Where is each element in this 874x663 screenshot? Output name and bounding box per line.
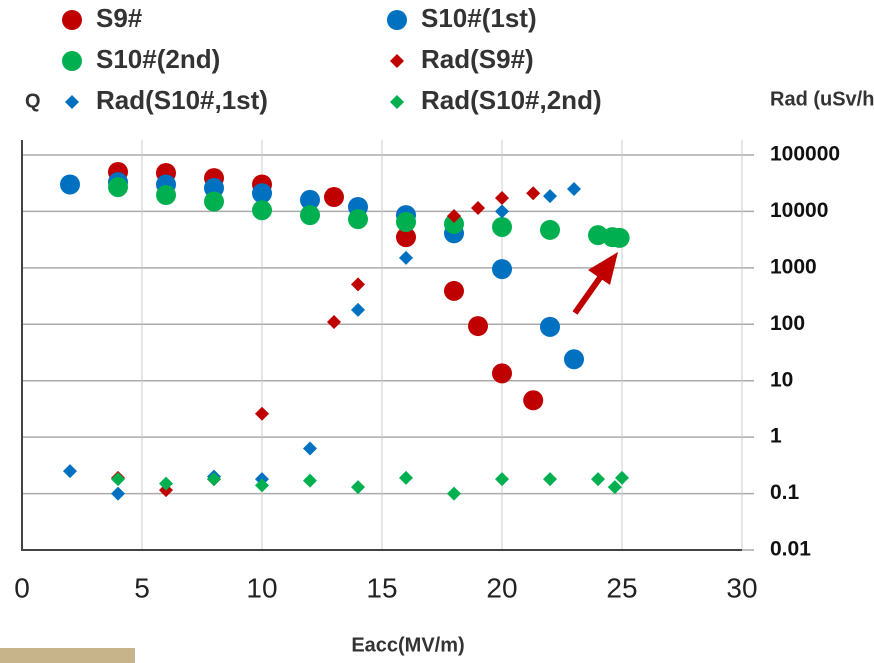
image-fragment [0,648,135,663]
y-tick-label: 1 [770,425,782,448]
legend-label: Rad(S10#,1st) [96,85,268,115]
legend-marker [62,10,82,30]
legend-marker [387,10,407,30]
data-point [607,480,622,495]
data-point [396,211,416,232]
data-point [396,227,416,248]
data-point [609,227,630,248]
data-point [540,219,560,240]
legend-label: S10#(1st) [421,3,537,33]
data-point [444,213,464,234]
legend-label: Rad(S10#,2nd) [421,85,602,115]
y-tick-label: 0.01 [770,538,811,561]
data-point [300,205,320,226]
data-point [111,486,125,501]
data-point [108,177,128,198]
data-point [495,204,509,219]
data-point [526,186,541,201]
data-point [252,200,272,221]
data-point [63,464,77,479]
data-point [159,476,173,491]
x-tick-label: 20 [486,572,517,603]
data-point [564,349,584,370]
data-point [543,189,557,204]
data-point [348,209,368,230]
data-point [495,472,509,487]
data-point [492,259,512,280]
x-tick-label: 25 [606,572,637,603]
legend-marker [390,95,404,109]
data-point [300,189,320,210]
data-point [351,302,365,317]
legend-marker [62,51,82,71]
arrow [572,252,618,315]
data-point [60,174,80,195]
x-tick-label: 0 [14,572,30,603]
y-tick-label: 10000 [770,199,828,222]
data-point [351,277,365,292]
data-point [327,314,341,329]
y-tick-label: 1000 [770,255,817,278]
x-tick-label: 15 [366,572,397,603]
legend-label: S9# [96,3,143,33]
data-point [447,486,461,501]
data-point [523,390,544,411]
data-point [303,441,317,456]
data-point [615,470,629,485]
data-point [471,201,485,216]
y-label-right: Rad (uSv/h) [770,88,874,110]
data-point [255,478,269,493]
x-tick-label: 10 [246,572,277,603]
data-point [468,316,488,337]
legend-marker [390,54,404,68]
data-point [399,470,413,485]
grid [21,140,754,551]
data-point [399,250,413,265]
y-tick-label: 100 [770,312,805,335]
data-point [492,216,512,237]
data-point [495,190,509,205]
data-point [540,316,560,337]
plot [60,161,630,501]
data-point [252,183,272,204]
x-tick-label: 5 [134,572,150,603]
data-point [156,185,176,206]
x-label: Eacc(MV/m) [351,634,464,656]
y-tick-label: 100000 [770,143,840,166]
data-point [111,472,125,487]
data-point [447,208,461,223]
data-point [591,472,605,487]
data-point [444,280,464,301]
legend-label: Rad(S9#) [421,44,534,74]
y-tick-label: 10 [770,368,793,391]
data-point [543,472,557,487]
legend-label: S10#(2nd) [96,44,220,74]
x-tick-label: 30 [726,572,757,603]
y-label-left: Q [25,90,41,112]
y-tick-label: 0.1 [770,481,800,504]
data-point [207,472,221,487]
data-point [204,191,224,212]
data-point [567,181,581,196]
data-point [303,473,317,488]
data-point [255,406,269,421]
data-point [324,187,344,208]
data-point [351,480,365,495]
legend-marker [65,95,79,109]
data-point [492,363,512,384]
